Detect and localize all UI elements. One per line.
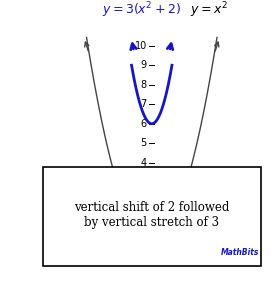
Text: -3: -3: [86, 248, 96, 258]
Text: vertical shift of 2 followed
by vertical stretch of 3: vertical shift of 2 followed by vertical…: [74, 201, 230, 230]
FancyBboxPatch shape: [43, 167, 261, 266]
Text: 6: 6: [141, 119, 147, 129]
Text: 7: 7: [140, 99, 147, 109]
Text: -2: -2: [107, 248, 116, 258]
Text: 8: 8: [141, 80, 147, 90]
Text: 3: 3: [209, 248, 215, 258]
Text: 5: 5: [140, 138, 147, 148]
Text: 1: 1: [169, 248, 175, 258]
Text: MathBits: MathBits: [220, 248, 259, 257]
Text: -1: -1: [127, 248, 136, 258]
Text: -1: -1: [137, 255, 147, 265]
Text: 4: 4: [230, 248, 235, 258]
Text: 2: 2: [189, 248, 195, 258]
Text: 9: 9: [141, 60, 147, 70]
Text: -4: -4: [66, 248, 76, 258]
Text: $y = x^{2}$: $y = x^{2}$: [189, 1, 227, 20]
Text: 5: 5: [250, 248, 256, 258]
Text: $y = 3(x^{2}+2)$: $y = 3(x^{2}+2)$: [102, 1, 181, 20]
Text: -5: -5: [46, 248, 56, 258]
Text: 4: 4: [141, 158, 147, 168]
Text: 10: 10: [134, 41, 147, 51]
